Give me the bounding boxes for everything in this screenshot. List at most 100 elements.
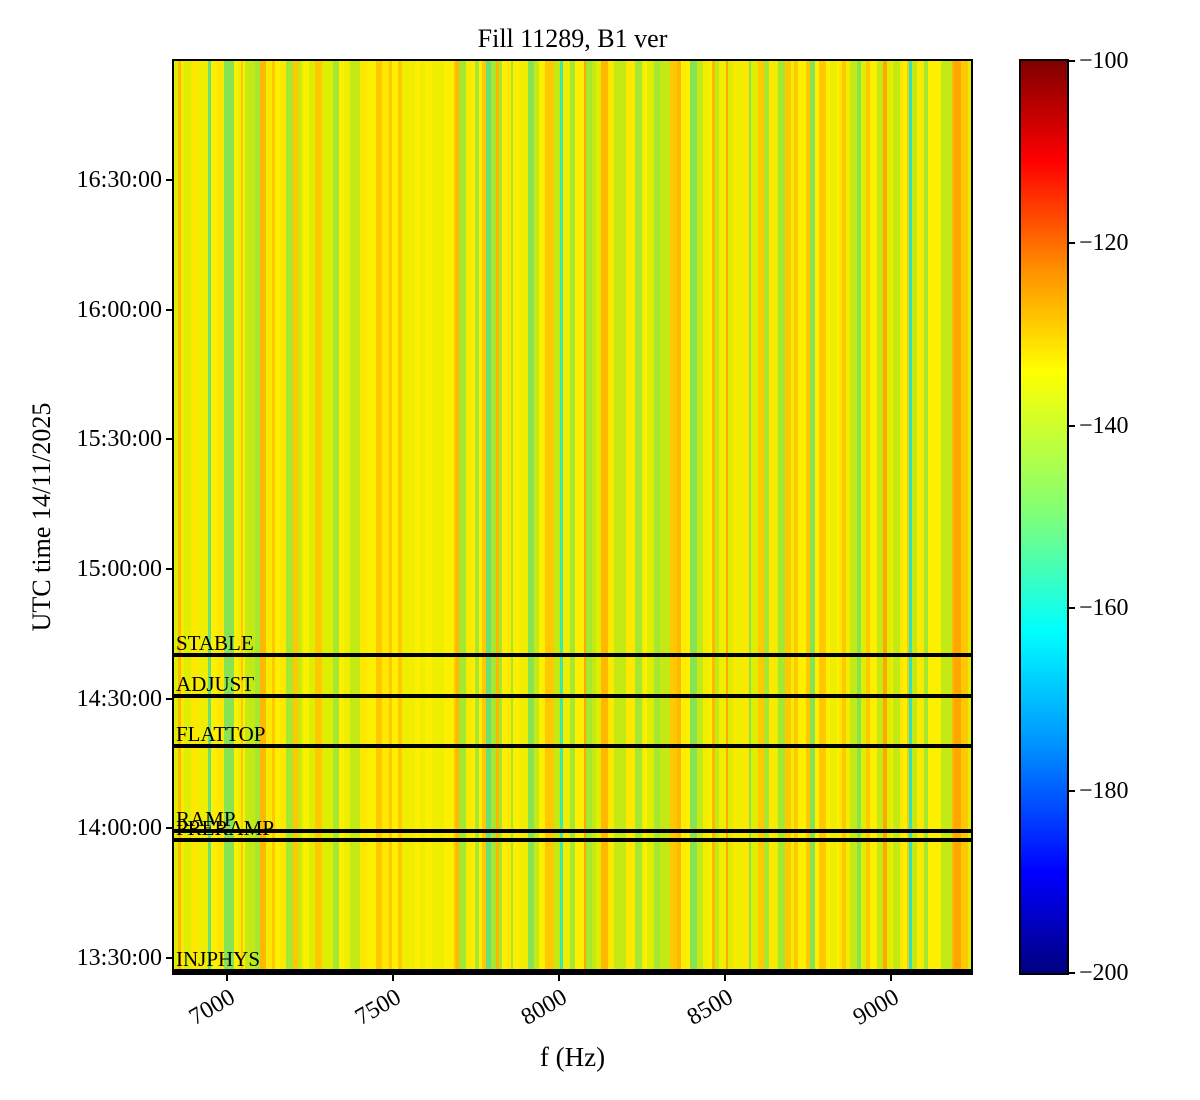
y-tick-mark	[166, 438, 174, 441]
spectrogram-column	[794, 61, 798, 973]
spectrogram-column	[703, 61, 709, 973]
spectrogram-column	[954, 61, 961, 973]
colorbar-tick-mark	[1067, 60, 1075, 62]
spectrogram-column	[350, 61, 357, 973]
spectrogram-column	[184, 61, 191, 973]
y-tick-mark	[166, 567, 174, 570]
x-axis-label: f (Hz)	[539, 1042, 606, 1072]
colorbar-tick-mark	[1067, 972, 1075, 974]
spectrogram-column	[870, 61, 877, 973]
spectrogram-column	[436, 61, 438, 973]
spectrogram-column	[466, 61, 469, 973]
spectrogram-column	[804, 61, 806, 973]
spectrogram-column	[360, 61, 367, 973]
spectrogram-column	[301, 61, 303, 973]
spectrogram-image	[174, 61, 971, 973]
spectrogram-column	[475, 61, 479, 973]
beam-mode-label-flattop: FLATTOP	[176, 722, 266, 746]
spectrogram-column	[903, 61, 907, 973]
spectrogram-column	[635, 61, 642, 973]
spectrogram-column	[660, 61, 665, 973]
spectrogram-column	[830, 61, 837, 973]
spectrogram-column	[198, 61, 200, 973]
colorbar-tick-mark	[1067, 607, 1075, 610]
spectrogram-column	[941, 61, 947, 973]
spectrogram-column	[928, 61, 933, 973]
spectrogram-column	[280, 61, 286, 973]
spectrogram-column	[952, 61, 954, 973]
spectrogram-column	[322, 61, 327, 973]
spectrogram-column	[584, 61, 586, 973]
spectrogram-column	[205, 61, 208, 973]
spectrogram-column	[563, 61, 570, 973]
spectrogram-column	[339, 61, 344, 973]
y-tick-label: 14:30:00	[76, 686, 162, 713]
spectrogram-column	[592, 61, 596, 973]
spectrogram-column	[255, 61, 260, 973]
spectrogram-column	[245, 61, 249, 973]
spectrogram-column	[231, 61, 234, 973]
spectrogram-column	[367, 61, 374, 973]
spectrogram-column	[507, 61, 511, 973]
spectrogram-column	[893, 61, 900, 973]
spectrogram-column	[469, 61, 473, 973]
spectrogram-column	[249, 61, 255, 973]
spectrogram-column	[486, 61, 491, 973]
spectrogram-column	[333, 61, 339, 973]
spectrogram-column	[778, 61, 785, 973]
spectrogram-column	[810, 61, 815, 973]
colorbar-tick-label: −160	[1079, 595, 1129, 622]
spectrogram-column	[791, 61, 794, 973]
spectrogram-column	[303, 61, 309, 973]
spectrogram-column	[491, 61, 496, 973]
spectrogram-column	[450, 61, 454, 973]
spectrogram-column	[438, 61, 444, 973]
spectrogram-column	[392, 61, 398, 973]
spectrogram-column	[909, 61, 912, 973]
spectrogram-column	[550, 61, 554, 973]
x-tick-label: 7000	[184, 984, 240, 1031]
beam-mode-line-adjust	[174, 694, 971, 699]
spectrogram-column	[866, 61, 870, 973]
spectrogram-column	[382, 61, 389, 973]
spectrogram-column	[785, 61, 791, 973]
spectrogram-column	[473, 61, 475, 973]
spectrogram-column	[947, 61, 952, 973]
spectrogram-column	[769, 61, 774, 973]
spectrogram-column	[389, 61, 392, 973]
spectrogram-column	[665, 61, 670, 973]
spectrogram-column	[214, 61, 217, 973]
spectrogram-column	[420, 61, 425, 973]
colorbar-tick-label: −200	[1079, 960, 1129, 986]
spectrogram-column	[733, 61, 736, 973]
spectrogram-column	[933, 61, 939, 973]
spectrogram-column	[174, 61, 178, 973]
beam-mode-label-injphys: INJPHYS	[176, 946, 261, 971]
colorbar-tick-mark	[1067, 424, 1075, 427]
spectrogram-column	[939, 61, 941, 973]
spectrogram-column	[554, 61, 560, 973]
chart-title: Fill 11289, B1 ver	[477, 24, 668, 53]
spectrogram-column	[724, 61, 726, 973]
spectrogram-column	[374, 61, 376, 973]
spectrogram-column	[891, 61, 893, 973]
spectrogram-column	[681, 61, 684, 973]
spectrogram-column	[837, 61, 839, 973]
spectrogram-column	[575, 61, 580, 973]
spectrogram-column	[726, 61, 728, 973]
spectrogram-column	[677, 61, 681, 973]
spectrogram-column	[432, 61, 436, 973]
spectrogram-column	[692, 61, 697, 973]
spectrogram-column	[596, 61, 601, 973]
spectrogram-column	[344, 61, 347, 973]
beam-mode-label-adjust: ADJUST	[176, 672, 255, 697]
spectrogram-column	[684, 61, 686, 973]
spectrogram-column	[456, 61, 459, 973]
spectrogram-column	[619, 61, 626, 973]
spectrogram-column	[907, 61, 909, 973]
y-tick-label: 15:00:00	[76, 555, 162, 582]
spectrogram-column	[758, 61, 764, 973]
spectrogram-column	[850, 61, 857, 973]
colorbar-gradient	[1021, 61, 1067, 973]
